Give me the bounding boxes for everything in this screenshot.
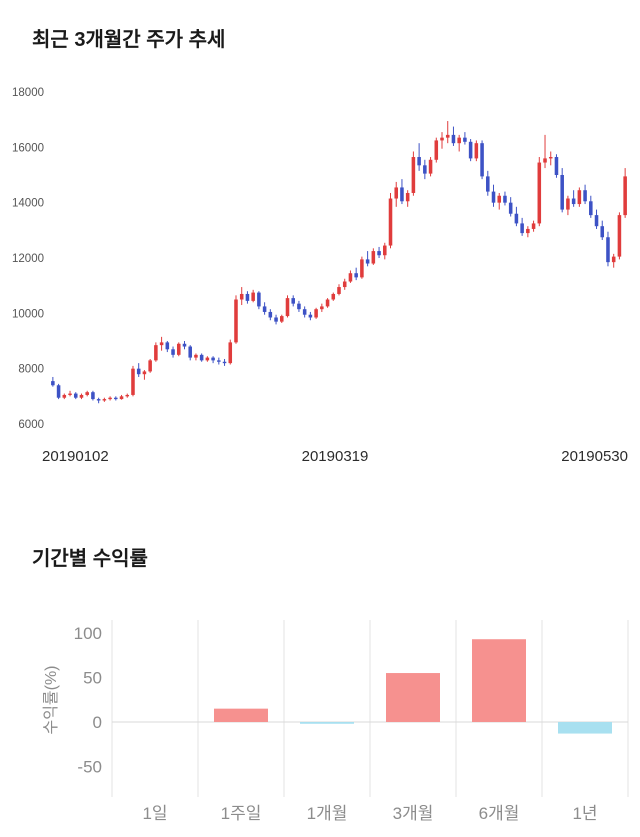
svg-text:18000: 18000 xyxy=(12,87,44,99)
svg-text:12000: 12000 xyxy=(12,253,44,265)
svg-text:100: 100 xyxy=(74,624,102,643)
x-label-start: 20190102 xyxy=(42,448,109,465)
svg-text:수익률(%): 수익률(%) xyxy=(42,665,60,734)
svg-text:1년: 1년 xyxy=(572,804,597,823)
svg-text:16000: 16000 xyxy=(12,142,44,154)
svg-text:6개월: 6개월 xyxy=(479,804,520,823)
svg-text:1일: 1일 xyxy=(142,804,167,823)
svg-text:1주일: 1주일 xyxy=(221,804,262,823)
svg-text:14000: 14000 xyxy=(12,198,44,210)
returns-title: 기간별 수익률 xyxy=(32,548,148,570)
svg-text:3개월: 3개월 xyxy=(393,804,434,823)
candle-x-axis: 20190102 20190319 20190530 xyxy=(0,447,640,467)
x-label-middle: 20190319 xyxy=(301,448,369,465)
svg-text:6000: 6000 xyxy=(18,419,44,431)
returns-bar-chart: 100 50 0 -50 수익률(%) 1일 1주일 1개월 3개월 6개월 1년 xyxy=(42,620,629,823)
svg-text:1개월: 1개월 xyxy=(307,804,348,823)
price-trend-title: 최근 3개월간 주가 추세 xyxy=(32,29,226,51)
svg-text:0: 0 xyxy=(93,713,102,732)
svg-text:10000: 10000 xyxy=(12,308,44,320)
candlestick-chart: 6000 8000 10000 12000 14000 16000 18000 xyxy=(12,87,627,431)
x-label-end: 20190530 xyxy=(561,448,628,465)
svg-text:-50: -50 xyxy=(77,758,102,777)
svg-text:50: 50 xyxy=(83,669,102,688)
svg-text:8000: 8000 xyxy=(18,364,44,376)
